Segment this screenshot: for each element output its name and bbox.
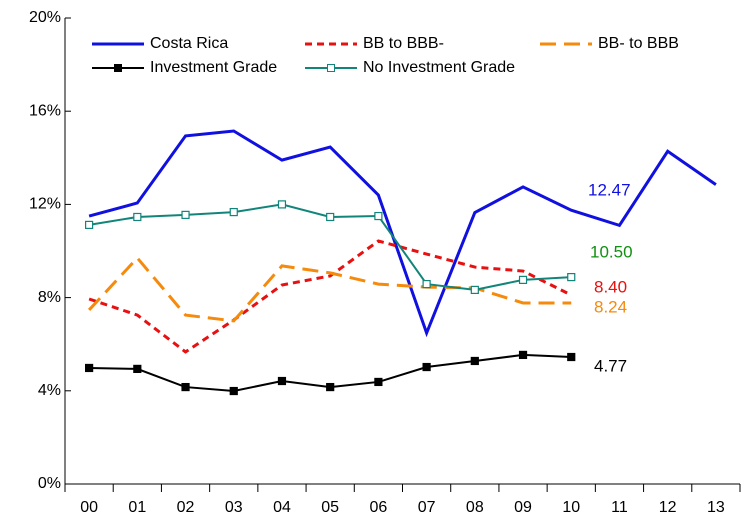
point-marker xyxy=(374,211,383,221)
x-tick-label: 09 xyxy=(514,499,532,516)
point-marker xyxy=(181,210,190,219)
y-tick-label: 0% xyxy=(38,475,61,492)
series-line xyxy=(88,255,572,323)
x-tick-label: 07 xyxy=(418,499,436,516)
x-tick-label: 08 xyxy=(466,499,484,516)
x-tick-label: 03 xyxy=(225,499,243,516)
annotation: 8.40 xyxy=(594,277,627,296)
point-marker xyxy=(229,386,238,396)
legend-marker xyxy=(114,64,122,72)
legend-label: Costa Rica xyxy=(150,35,228,52)
series-line xyxy=(88,239,572,354)
point-marker xyxy=(229,207,238,217)
x-tick-label: 00 xyxy=(80,499,98,516)
x-tick-label: 04 xyxy=(273,499,291,516)
x-tick-label: 11 xyxy=(611,499,628,516)
point-marker xyxy=(326,382,335,392)
x-tick-label: 02 xyxy=(177,499,195,516)
x-tick-label: 01 xyxy=(128,499,146,516)
legend-label: BB to BBB- xyxy=(363,35,444,52)
y-tick-label: 4% xyxy=(38,382,61,399)
x-tick-label: 12 xyxy=(659,499,677,516)
point-marker xyxy=(470,285,479,295)
y-tick-label: 16% xyxy=(29,102,61,119)
point-marker xyxy=(277,200,287,209)
x-tick-label: 13 xyxy=(707,499,725,516)
point-marker xyxy=(85,220,94,230)
point-marker xyxy=(326,212,335,222)
point-marker xyxy=(422,279,431,289)
legend-marker xyxy=(327,64,335,72)
point-marker xyxy=(518,350,528,360)
y-tick-label: 20% xyxy=(29,9,61,26)
point-marker xyxy=(374,377,383,387)
point-marker xyxy=(422,362,431,372)
x-tick-label: 10 xyxy=(562,499,580,516)
annotation: 8.24 xyxy=(594,297,627,316)
annotation: 12.47 xyxy=(588,180,631,199)
annotation: 10.50 xyxy=(590,242,633,261)
point-marker xyxy=(133,364,142,373)
point-marker xyxy=(85,363,94,373)
point-marker xyxy=(133,212,142,222)
legend-label: BB- to BBB xyxy=(598,35,679,52)
point-marker xyxy=(181,382,190,392)
point-marker xyxy=(567,352,576,362)
point-marker xyxy=(567,272,576,282)
legend-label: Investment Grade xyxy=(150,59,277,76)
series-line xyxy=(88,129,717,338)
y-tick-label: 12% xyxy=(29,196,61,213)
point-marker xyxy=(470,356,479,366)
x-tick-label: 05 xyxy=(321,499,339,516)
y-tick-label: 8% xyxy=(38,289,61,306)
annotation: 4.77 xyxy=(594,356,627,375)
legend-label: No Investment Grade xyxy=(363,59,515,76)
point-marker xyxy=(518,275,528,284)
x-tick-label: 06 xyxy=(369,499,387,516)
point-marker xyxy=(277,376,287,386)
